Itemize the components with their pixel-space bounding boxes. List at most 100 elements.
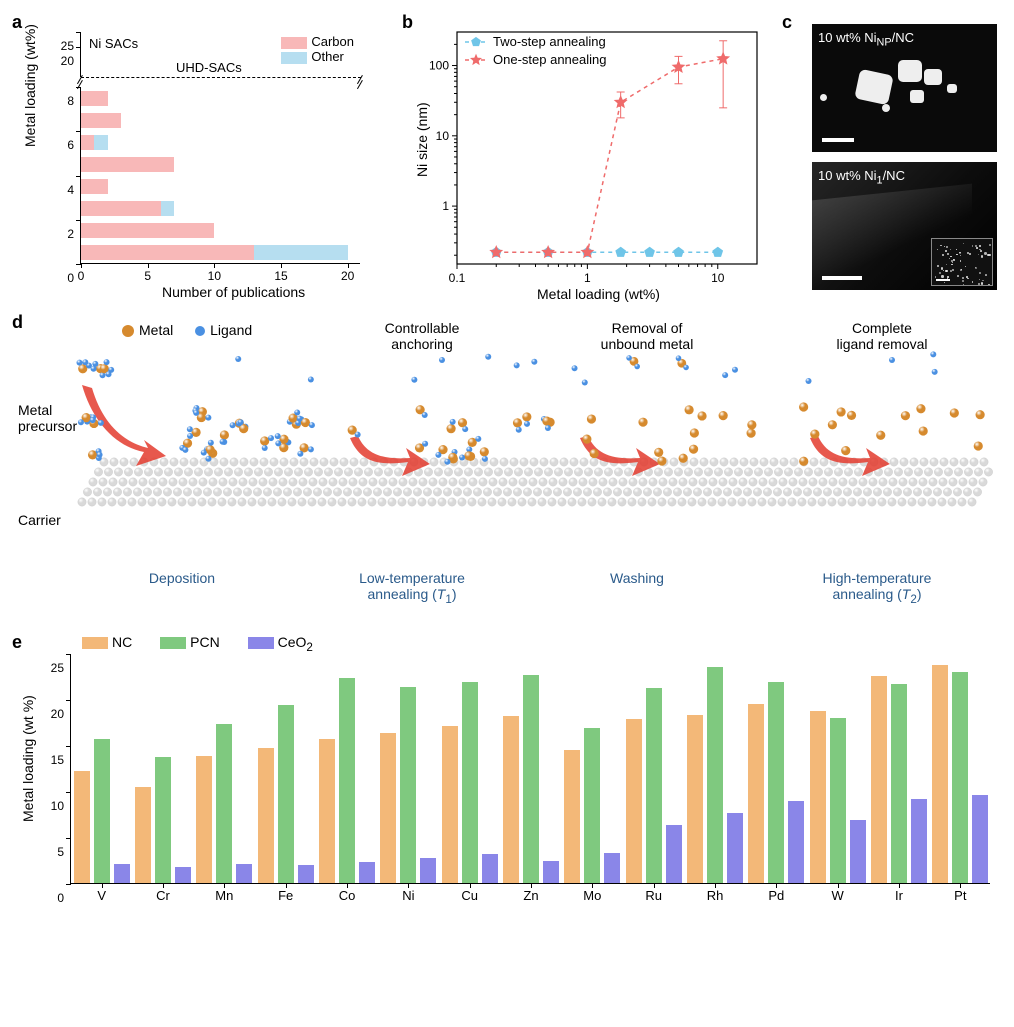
panel-b: b 0.1110110100Two-step annealingOne-step… bbox=[402, 12, 772, 302]
bar-PCN bbox=[707, 667, 723, 883]
bar-PCN bbox=[339, 678, 355, 883]
bar-PCN bbox=[584, 728, 600, 883]
xtick-Co: Co bbox=[339, 888, 356, 903]
panel-e-ylabel: Metal loading (wt %) bbox=[20, 695, 36, 822]
xtick-Fe: Fe bbox=[278, 888, 293, 903]
bar-CeO2 bbox=[298, 865, 314, 883]
d-legend-ligand: Ligand bbox=[210, 322, 252, 338]
bar-CeO2 bbox=[911, 799, 927, 883]
d-legend-metal: Metal bbox=[139, 322, 173, 338]
bar-PCN bbox=[400, 687, 416, 883]
tem-top: 10 wt% NiNP/NC bbox=[812, 24, 997, 152]
scalebar-inset bbox=[936, 279, 950, 281]
bar-NC bbox=[564, 750, 580, 883]
xtick-Ir: Ir bbox=[895, 888, 903, 903]
xtick-Rh: Rh bbox=[707, 888, 724, 903]
bar-NC bbox=[380, 733, 396, 883]
bar-carbon bbox=[81, 245, 254, 260]
bar-CeO2 bbox=[114, 864, 130, 883]
legend-other-swatch bbox=[281, 52, 307, 64]
panel-a-legend: Carbon Other bbox=[281, 34, 354, 64]
bar-carbon bbox=[81, 113, 121, 128]
bar-CeO2 bbox=[850, 820, 866, 883]
bar-NC bbox=[319, 739, 335, 883]
panel-a-xlabel: Number of publications bbox=[162, 284, 305, 300]
xtick-Pd: Pd bbox=[768, 888, 784, 903]
panel-d: d Metal Ligand Metalprecursor Carrier Co… bbox=[12, 312, 1002, 622]
panel-d-legend: Metal Ligand bbox=[122, 322, 252, 338]
scalebar-top bbox=[822, 138, 854, 142]
d-stage-3: High-temperatureannealing (T2) bbox=[772, 570, 982, 606]
bar-CeO2 bbox=[727, 813, 743, 883]
svg-text:10: 10 bbox=[711, 271, 725, 285]
bar-NC bbox=[932, 665, 948, 883]
bar-CeO2 bbox=[420, 858, 436, 883]
d-anno-1: Controllableanchoring bbox=[347, 320, 497, 352]
bar-CeO2 bbox=[543, 861, 559, 883]
bar-carbon bbox=[81, 179, 108, 194]
panel-e-axes: VCrMnFeCoNiCuZnMoRuRhPdWIrPt 0510152025 bbox=[70, 654, 990, 884]
d-stage-1: Low-temperatureannealing (T1) bbox=[312, 570, 512, 606]
bar-PCN bbox=[952, 672, 968, 883]
tem-inset bbox=[931, 238, 993, 286]
bar-CeO2 bbox=[604, 853, 620, 883]
svg-text:One-step annealing: One-step annealing bbox=[493, 52, 606, 67]
bar-other bbox=[94, 135, 107, 150]
panel-a: a UHD-SACs Ni SACs Carbon Other 05101520… bbox=[12, 12, 392, 302]
bar-NC bbox=[810, 711, 826, 883]
bar-NC bbox=[135, 787, 151, 883]
svg-text:10: 10 bbox=[436, 129, 450, 143]
legend-pcn: PCN bbox=[190, 634, 220, 650]
xtick-Cu: Cu bbox=[461, 888, 478, 903]
bar-carbon bbox=[81, 201, 161, 216]
bar-other bbox=[254, 245, 347, 260]
xtick-V: V bbox=[97, 888, 106, 903]
legend-carbon-swatch bbox=[281, 37, 307, 49]
bar-CeO2 bbox=[482, 854, 498, 883]
d-stage-2: Washing bbox=[572, 570, 702, 586]
d-anno-2: Removal ofunbound metal bbox=[567, 320, 727, 352]
d-side-precursor: Metalprecursor bbox=[18, 402, 77, 434]
bar-NC bbox=[626, 719, 642, 883]
bar-NC bbox=[196, 756, 212, 883]
d-anno-3: Completeligand removal bbox=[802, 320, 962, 352]
scalebar-bottom bbox=[822, 276, 862, 280]
legend-carbon-label: Carbon bbox=[311, 34, 354, 49]
panel-a-ylabel: Metal loading (wt%) bbox=[22, 24, 38, 147]
panel-b-xlabel: Metal loading (wt%) bbox=[537, 286, 660, 302]
legend-nc: NC bbox=[112, 634, 132, 650]
bar-PCN bbox=[768, 682, 784, 883]
bar-PCN bbox=[523, 675, 539, 883]
bar-CeO2 bbox=[788, 801, 804, 883]
tem-bottom-label: 10 wt% Ni1/NC bbox=[818, 168, 905, 187]
bar-carbon bbox=[81, 223, 214, 238]
uhd-sacs-line bbox=[81, 77, 361, 78]
bar-PCN bbox=[216, 724, 232, 883]
bar-NC bbox=[503, 716, 519, 883]
bar-PCN bbox=[830, 718, 846, 883]
panel-e-legend: NC PCN CeO2 bbox=[82, 634, 337, 654]
bar-CeO2 bbox=[236, 864, 252, 883]
bar-NC bbox=[74, 771, 90, 883]
bar-NC bbox=[258, 748, 274, 883]
xtick-Ni: Ni bbox=[402, 888, 414, 903]
bar-PCN bbox=[155, 757, 171, 883]
xtick-Mo: Mo bbox=[583, 888, 601, 903]
bar-PCN bbox=[646, 688, 662, 883]
uhd-sacs-label: UHD-SACs bbox=[176, 60, 242, 75]
ni-sacs-label: Ni SACs bbox=[89, 36, 138, 51]
xtick-Mn: Mn bbox=[215, 888, 233, 903]
bar-NC bbox=[871, 676, 887, 883]
xtick-Zn: Zn bbox=[523, 888, 538, 903]
panel-a-axes: UHD-SACs Ni SACs Carbon Other 05101520 0… bbox=[80, 32, 360, 264]
svg-text:100: 100 bbox=[429, 59, 449, 73]
legend-ceo2: CeO2 bbox=[278, 634, 313, 650]
tem-top-label: 10 wt% NiNP/NC bbox=[818, 30, 914, 49]
svg-text:0.1: 0.1 bbox=[449, 271, 466, 285]
panel-b-ylabel: Ni size (nm) bbox=[414, 102, 430, 177]
bar-PCN bbox=[462, 682, 478, 883]
bar-PCN bbox=[278, 705, 294, 883]
xtick-Cr: Cr bbox=[156, 888, 170, 903]
bar-CeO2 bbox=[972, 795, 988, 883]
bar-carbon bbox=[81, 91, 108, 106]
